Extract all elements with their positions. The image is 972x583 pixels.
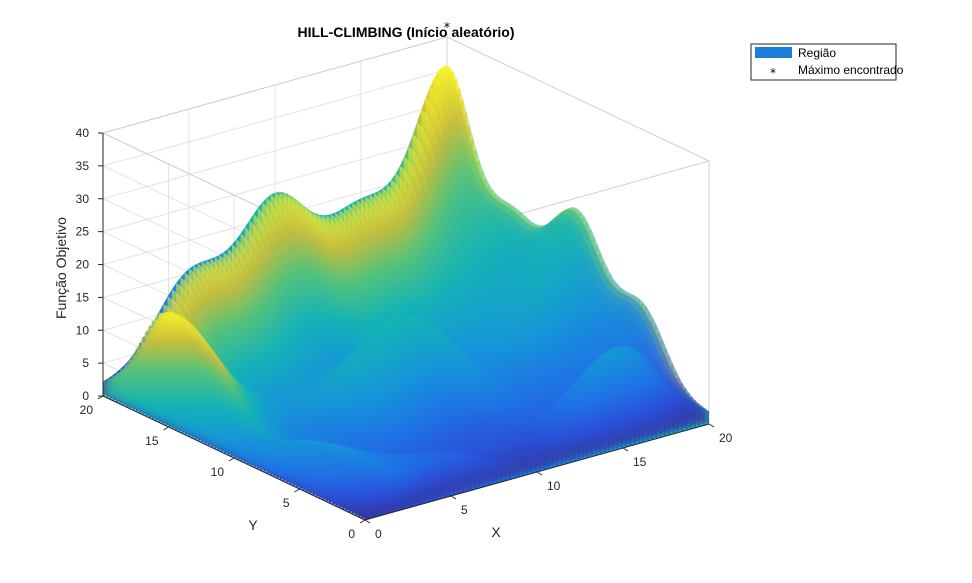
chart-title: HILL-CLIMBING (Início aleatório)	[298, 24, 515, 40]
surface-slice	[240, 233, 503, 482]
x-axis-label: X	[491, 524, 501, 540]
box-edge	[102, 36, 448, 134]
x-tick-label: 0	[375, 527, 382, 541]
z-tick-label: 25	[76, 225, 90, 239]
legend: Região * Máximo encontrado	[750, 43, 904, 81]
y-tick-label: 10	[211, 465, 225, 479]
y-tick-label: 0	[348, 527, 355, 541]
z-axis-label: Função Objetivo	[53, 217, 69, 319]
x-tick-mark	[622, 447, 629, 452]
z-tick-label: 30	[76, 192, 90, 206]
x-tick-mark	[536, 471, 543, 476]
x-tick-mark	[450, 495, 457, 500]
x-tick-label: 20	[719, 431, 733, 445]
y-tick-mark	[228, 457, 235, 462]
legend-entry-surface: Região	[798, 46, 836, 60]
legend-entry-marker: Máximo encontrado	[798, 63, 904, 77]
z-tick-label: 35	[76, 159, 90, 173]
z-tick-label: 10	[76, 323, 90, 337]
surface-slice	[236, 239, 499, 483]
max-marker: *	[444, 21, 451, 36]
x-tick-label: 15	[633, 455, 647, 469]
x-tick-label: 10	[547, 479, 561, 493]
y-tick-mark	[163, 426, 169, 431]
surface-plot: *	[103, 21, 709, 520]
legend-swatch-surface	[755, 47, 792, 58]
y-tick-mark	[294, 488, 300, 493]
surface-slice	[244, 227, 507, 481]
surface-slice	[103, 312, 365, 520]
y-tick-label: 15	[145, 434, 159, 448]
z-tick-label: 40	[76, 126, 90, 140]
z-tick-label: 20	[76, 258, 90, 272]
x-tick-label: 5	[461, 503, 468, 517]
y-tick-label: 20	[80, 403, 94, 417]
axes	[97, 132, 715, 524]
x-tick-mark	[364, 519, 371, 524]
x-tick-mark	[708, 423, 715, 428]
y-axis-label: Y	[248, 517, 258, 533]
z-tick-label: 15	[76, 290, 90, 304]
y-tick-label: 5	[283, 496, 290, 510]
z-tick-label: 0	[82, 389, 89, 403]
box-edge	[446, 36, 710, 162]
z-tick-label: 5	[82, 356, 89, 370]
y-tick-mark	[359, 519, 366, 524]
legend-swatch-marker: *	[770, 66, 776, 80]
